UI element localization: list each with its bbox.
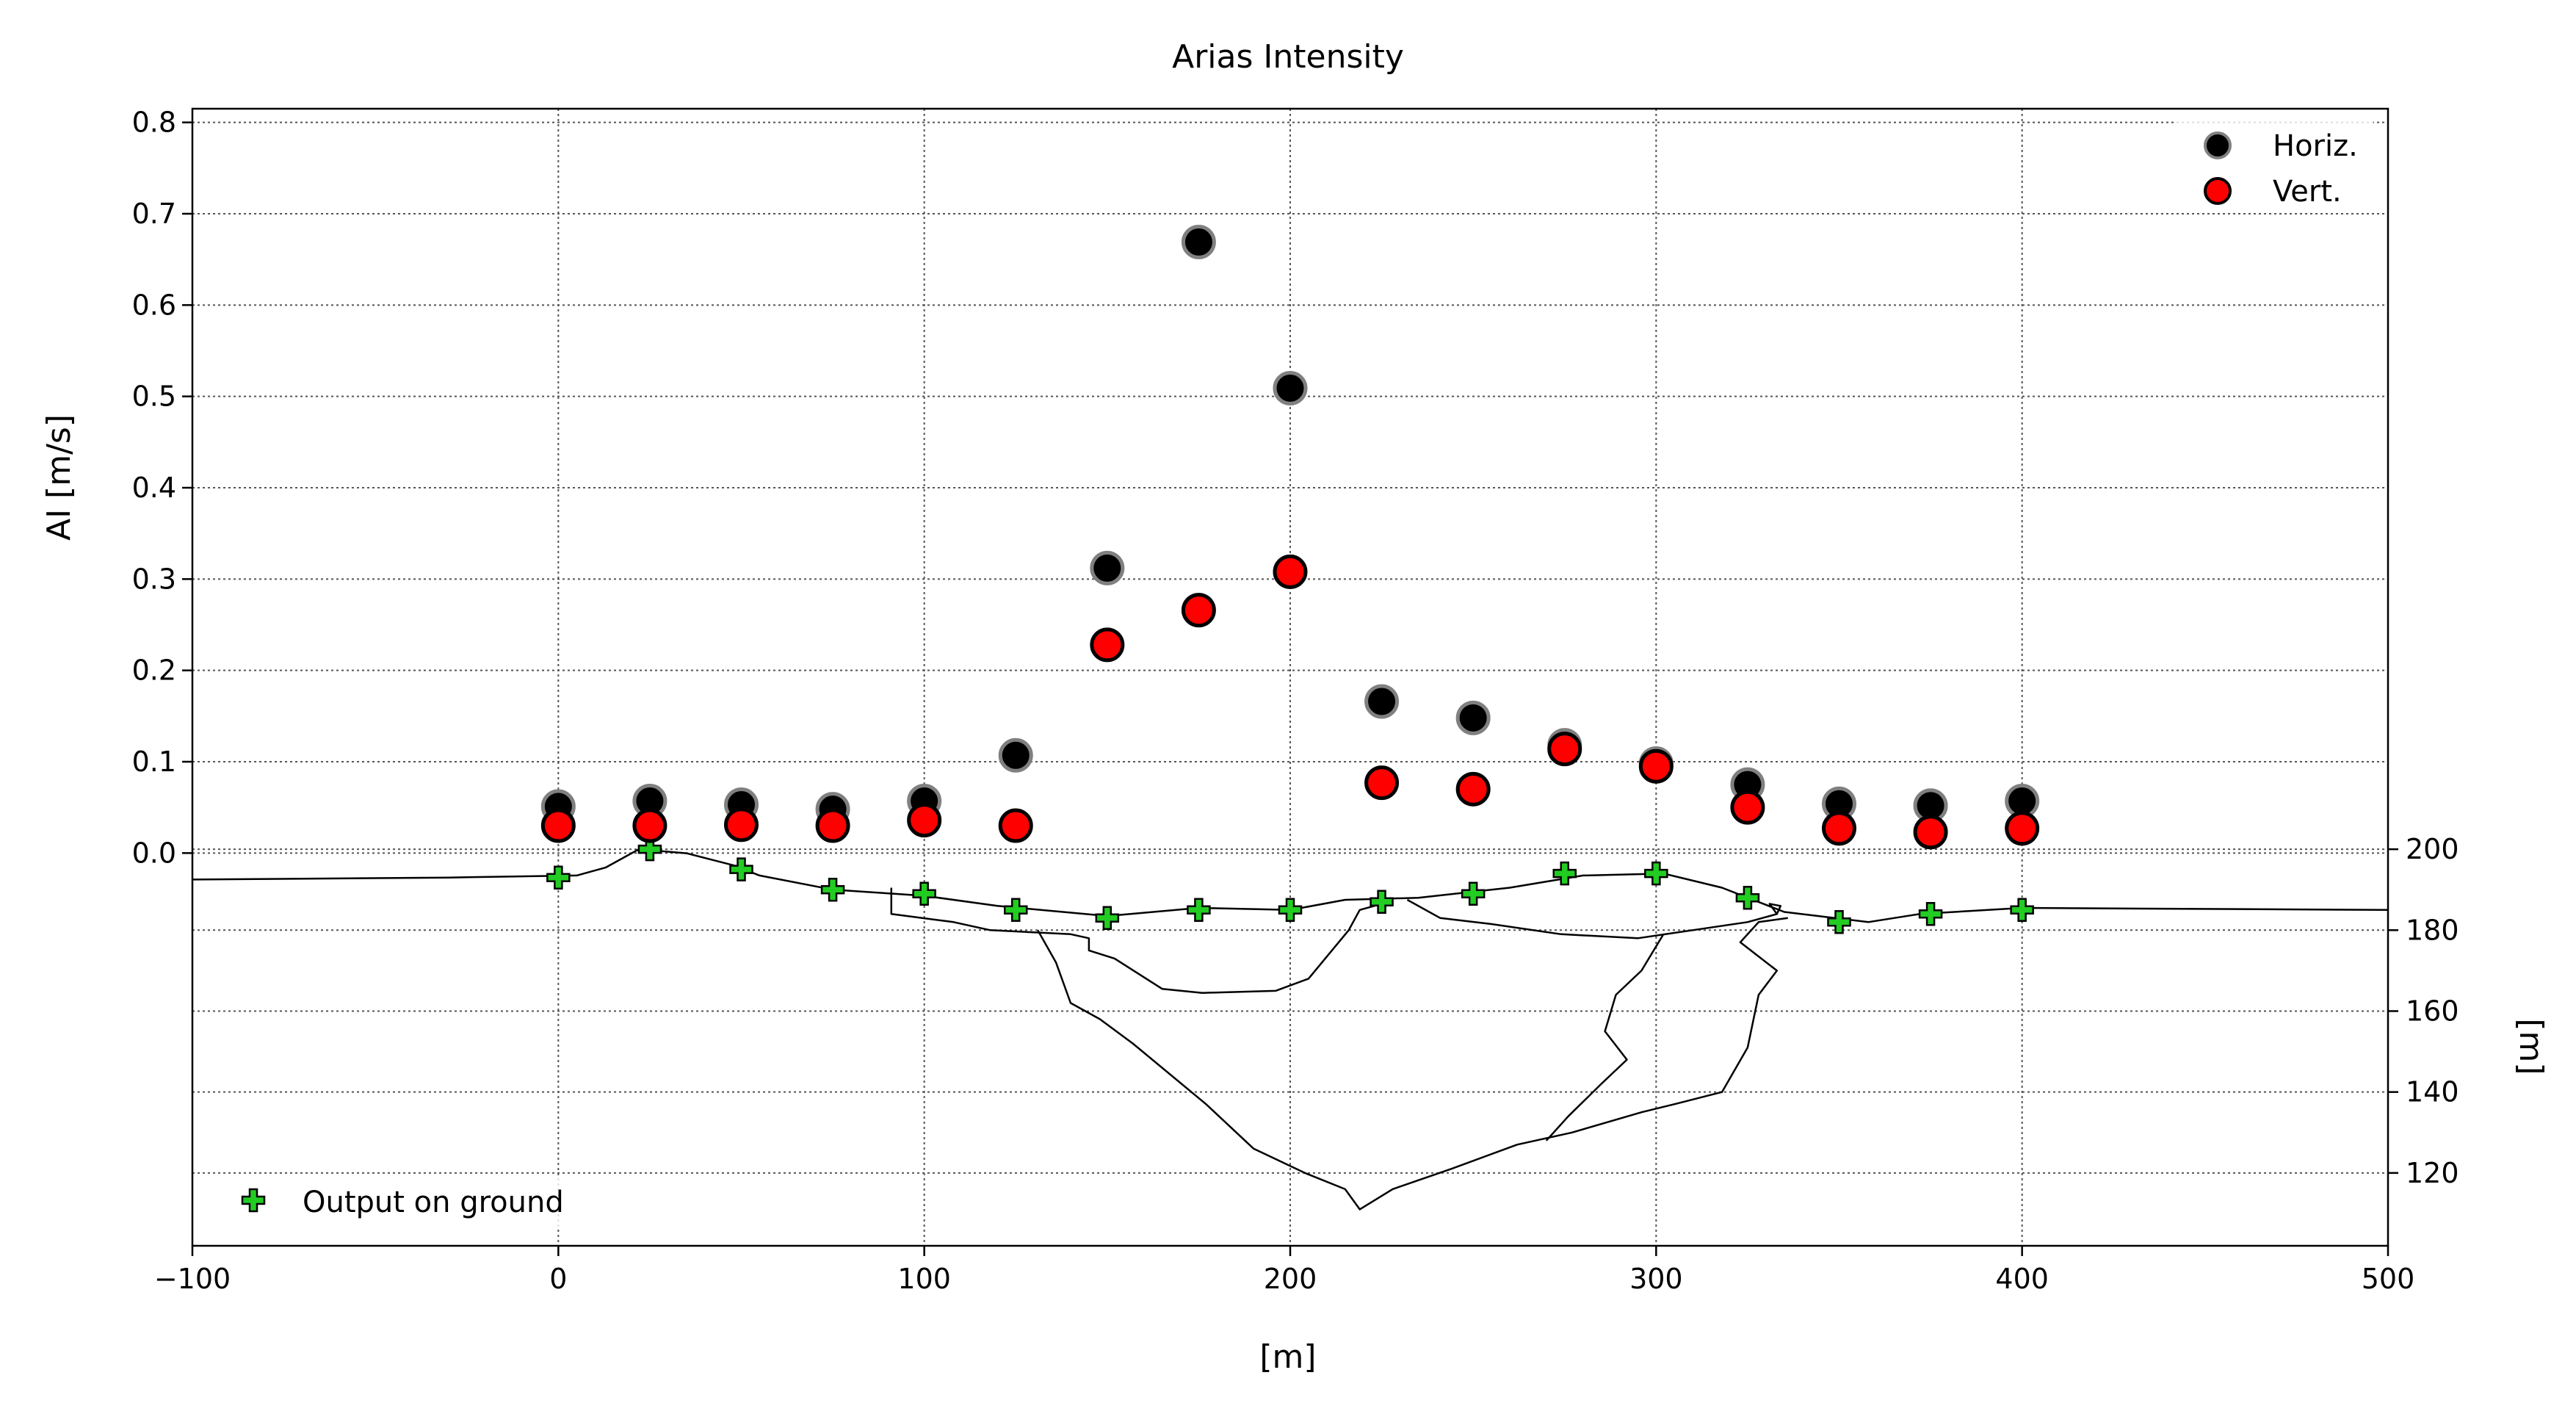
ground-output-marker-6: [1095, 906, 1120, 931]
legend-top: Horiz. Vert.: [2175, 118, 2373, 212]
x-tick-label-0: −100: [154, 1263, 231, 1295]
y-tick-label-8: 0.8: [132, 107, 176, 139]
vert-point-1: [632, 808, 667, 843]
vert-point-15: [1913, 815, 1948, 850]
y-tick-label-7: 0.7: [132, 198, 176, 230]
legend-marker-horiz: [2204, 131, 2232, 159]
x-axis-label: [m]: [1259, 1338, 1316, 1376]
ground-output-marker-15: [1918, 902, 1943, 926]
vert-point-12: [1638, 749, 1674, 784]
geology-line-inner: [1545, 934, 1665, 1141]
y-tick-label-1: 0.1: [132, 746, 176, 778]
x-axis-ticks: −100 0 100 200 300 400 500: [154, 1246, 2414, 1295]
ground-output-marker-9: [1370, 890, 1394, 914]
x-tick-label-5: 400: [1995, 1263, 2049, 1295]
legend-marker-vert: [2204, 177, 2232, 205]
y2-gridlines: [192, 848, 2388, 1174]
vert-point-14: [1822, 811, 1856, 846]
horiz-point-5: [998, 737, 1033, 773]
ground-output-marker-4: [912, 881, 936, 906]
geology-line-layer1: [890, 887, 1389, 994]
vert-point-9: [1364, 765, 1400, 801]
chart-title: Arias Intensity: [1172, 38, 1404, 76]
legend-label-ground: Output on ground: [303, 1186, 564, 1219]
y2-tick-label-2: 160: [2406, 995, 2459, 1027]
legend-bottom: Output on ground: [198, 1178, 580, 1227]
y2-tick-label-1: 140: [2406, 1076, 2459, 1108]
horiz-point-8: [1273, 370, 1308, 405]
ground-output-marker-11: [1552, 861, 1577, 886]
y-tick-label-2: 0.2: [132, 654, 176, 687]
y2-axis-label: [m]: [2512, 1018, 2550, 1075]
vert-point-7: [1181, 593, 1216, 628]
vert-point-6: [1090, 627, 1125, 663]
geology-line-basin: [1037, 917, 1788, 1211]
y2-axis-ticks: 120 140 160 180 200: [2388, 833, 2459, 1189]
y-gridlines: [192, 121, 2388, 854]
ground-output-marker-7: [1187, 898, 1211, 923]
ground-output-marker-0: [546, 865, 571, 890]
ground-output-marker-10: [1461, 881, 1486, 906]
ground-output-marker-12: [1644, 861, 1668, 886]
ground-output-marker-13: [1735, 885, 1760, 910]
horiz-point-7: [1181, 225, 1216, 260]
vert-point-3: [815, 808, 850, 843]
vert-point-8: [1273, 554, 1308, 589]
legend-marker-ground: [241, 1188, 266, 1213]
geology-line-layer2: [1406, 898, 1782, 939]
vert-point-10: [1455, 771, 1491, 807]
vert-point-0: [540, 808, 576, 843]
ground-output-markers: [546, 837, 2034, 934]
y2-tick-label-3: 180: [2406, 914, 2459, 946]
vert-point-11: [1547, 732, 1582, 767]
y-tick-label-4: 0.4: [132, 472, 176, 504]
ground-output-marker-16: [2010, 898, 2034, 923]
legend-label-horiz: Horiz.: [2273, 129, 2358, 163]
horiz-point-6: [1090, 550, 1125, 585]
legend-label-vert: Vert.: [2273, 175, 2342, 209]
y-tick-label-0: 0.0: [132, 837, 176, 869]
vert-point-13: [1730, 790, 1765, 825]
ground-output-marker-2: [729, 857, 753, 881]
horiz-point-10: [1455, 700, 1491, 735]
x-tick-label-1: 0: [549, 1263, 567, 1295]
y-tick-label-5: 0.5: [132, 380, 176, 413]
y-tick-label-6: 0.6: [132, 289, 176, 321]
y-axis-label: AI [m/s]: [40, 414, 78, 541]
x-tick-label-4: 300: [1629, 1263, 1683, 1295]
x-tick-label-2: 100: [897, 1263, 951, 1295]
x-tick-label-3: 200: [1264, 1263, 1317, 1295]
ground-output-marker-3: [820, 877, 845, 902]
vert-point-2: [724, 807, 759, 843]
vert-point-5: [998, 808, 1033, 843]
data-points: [540, 225, 2040, 850]
vert-point-16: [2005, 811, 2040, 846]
x-gridlines: [557, 109, 2023, 1246]
vert-point-4: [907, 803, 942, 838]
y-tick-label-3: 0.3: [132, 563, 176, 595]
x-tick-label-6: 500: [2362, 1263, 2415, 1295]
y2-tick-label-0: 120: [2406, 1157, 2459, 1189]
ground-output-marker-8: [1278, 898, 1303, 923]
horiz-point-9: [1364, 684, 1400, 719]
y2-tick-label-4: 200: [2406, 833, 2459, 865]
ground-output-marker-5: [1004, 898, 1028, 923]
y-axis-ticks: 0.0 0.1 0.2 0.3 0.4 0.5 0.6 0.7 0.8: [132, 107, 192, 869]
ground-output-marker-14: [1827, 910, 1851, 934]
